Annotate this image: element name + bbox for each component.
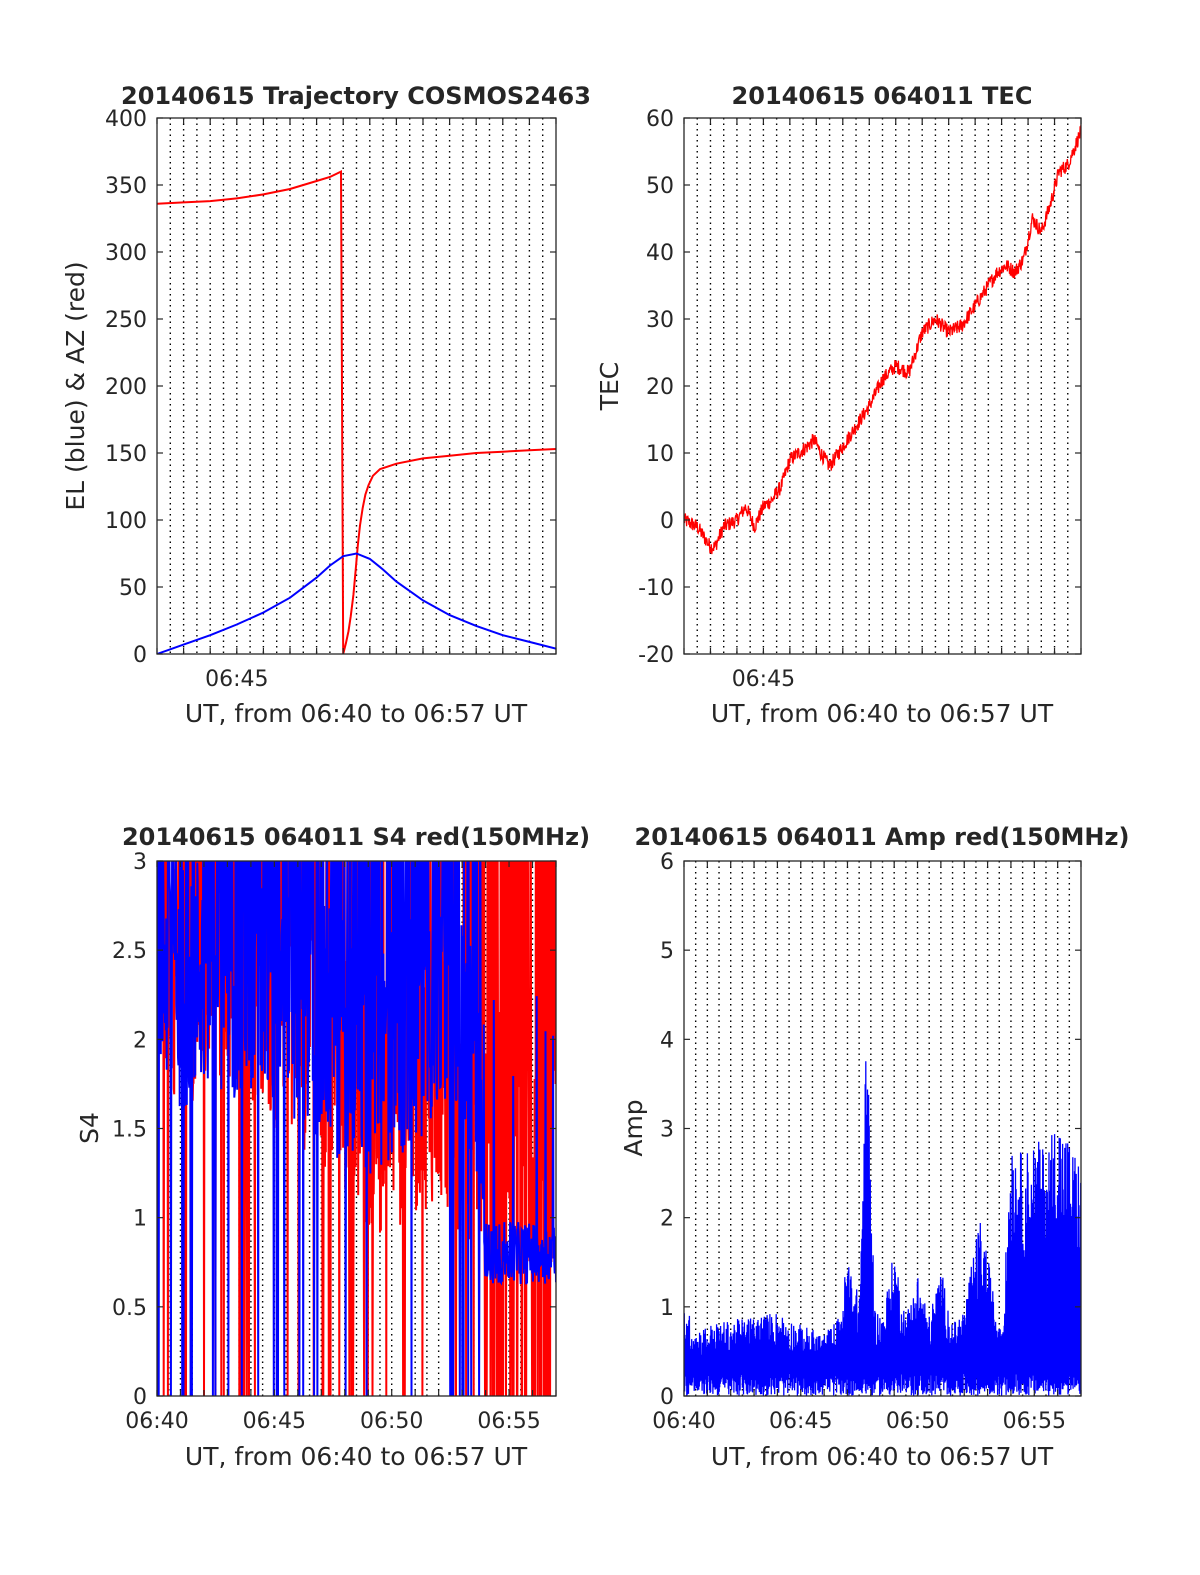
tec-grid (696, 118, 1069, 654)
s4-title: 20140615 064011 S4 red(150MHz) (122, 823, 590, 851)
s4-y-axis-label: S4 (75, 1112, 104, 1144)
x-tick-label: 06:40 (125, 1409, 188, 1434)
x-tick-label: 06:40 (652, 1409, 715, 1434)
s4-y-ticks: 0 0.5 1 1.5 2 2.5 3 (112, 850, 556, 1410)
y-tick-label: 3 (660, 1118, 674, 1143)
y-tick-label: 1 (133, 1207, 147, 1232)
series-line (157, 861, 556, 1396)
x-tick-label: 06:55 (1003, 1409, 1066, 1434)
y-tick-label: 3 (133, 850, 147, 875)
trajectory-panel: 20140615 Trajectory COSMOS2463 0 50 100 150… (61, 82, 591, 728)
y-tick-label: 4 (660, 1028, 674, 1053)
tec-y-axis-label: TEC (595, 362, 624, 412)
series-line (684, 124, 1081, 555)
y-tick-label: -10 (638, 576, 674, 601)
series-line (157, 170, 556, 654)
trajectory-x-ticks: 06:45 (156, 118, 557, 692)
x-tick-label: 06:55 (477, 1409, 540, 1434)
y-tick-label: 2 (133, 1028, 147, 1053)
y-tick-label: 1 (660, 1296, 674, 1321)
y-tick-label: 350 (105, 174, 147, 199)
amp-plot-area (684, 1061, 1081, 1396)
amp-x-ticks: 06:40 06:45 06:50 06:55 (652, 861, 1082, 1434)
series-line (157, 552, 556, 654)
tec-panel: 20140615 064011 TEC -20-100102030405060 … (595, 82, 1082, 728)
amp-y-ticks: 0 1 2 3 4 5 6 (660, 850, 1081, 1410)
y-tick-label: 0 (133, 643, 147, 668)
trajectory-title: 20140615 Trajectory COSMOS2463 (121, 82, 591, 110)
y-tick-label: 150 (105, 442, 147, 467)
y-tick-label: 0 (660, 509, 674, 534)
tec-plot-area (684, 124, 1081, 555)
y-tick-label: 2.5 (112, 939, 147, 964)
y-tick-label: 300 (105, 241, 147, 266)
y-tick-label: 0 (660, 1385, 674, 1410)
trajectory-axes-box (156, 117, 557, 655)
amp-x-axis-label: UT, from 06:40 to 06:57 UT (711, 1442, 1054, 1471)
x-tick-label: 06:45 (243, 1409, 306, 1434)
y-tick-label: 10 (646, 442, 674, 467)
tec-x-axis-label: UT, from 06:40 to 06:57 UT (711, 699, 1054, 728)
y-tick-label: 6 (660, 850, 674, 875)
y-tick-label: 100 (105, 509, 147, 534)
x-tick-label: 06:45 (769, 1409, 832, 1434)
s4-x-axis-label: UT, from 06:40 to 06:57 UT (185, 1442, 528, 1471)
y-tick-label: 0 (133, 1385, 147, 1410)
trajectory-grid (169, 118, 544, 654)
y-tick-label: 400 (105, 107, 147, 132)
amp-y-axis-label: Amp (619, 1099, 648, 1156)
trajectory-y-ticks: 0 50 100 150 200 250 300 350 400 (105, 107, 556, 668)
y-tick-label: 250 (105, 308, 147, 333)
trajectory-x-axis-label: UT, from 06:40 to 06:57 UT (185, 699, 528, 728)
x-tick-label: 06:45 (732, 667, 795, 692)
y-tick-label: 50 (119, 576, 147, 601)
s4-x-ticks: 06:40 06:45 06:50 06:55 (125, 861, 557, 1434)
tec-x-ticks: 06:45 (683, 118, 1082, 692)
y-tick-label: 200 (105, 375, 147, 400)
tec-y-ticks: -20 -10 0 10 20 30 40 50 60 (638, 107, 1081, 668)
amp-panel: 20140615 064011 Amp red(150MHz) 0123456 … (619, 823, 1129, 1471)
s4-panel: 20140615 064011 S4 red(150MHz) 0 0.5 1 1.5 2… (75, 823, 590, 1471)
amp-title: 20140615 064011 Amp red(150MHz) (635, 823, 1130, 851)
y-tick-label: 2 (660, 1207, 674, 1232)
y-tick-label: 60 (646, 107, 674, 132)
y-tick-label: 20 (646, 375, 674, 400)
y-tick-label: 40 (646, 241, 674, 266)
y-tick-label: -20 (638, 643, 674, 668)
series-line (684, 1061, 1081, 1396)
s4-plot-area (157, 861, 556, 1396)
y-tick-label: 5 (660, 939, 674, 964)
y-tick-label: 30 (646, 308, 674, 333)
x-tick-label: 06:50 (886, 1409, 949, 1434)
tec-title: 20140615 064011 TEC (732, 82, 1033, 110)
trajectory-plot-area (157, 170, 556, 654)
amp-grid (694, 861, 1071, 1396)
x-tick-label: 06:50 (360, 1409, 423, 1434)
y-tick-label: 0.5 (112, 1296, 147, 1321)
y-tick-label: 1.5 (112, 1118, 147, 1143)
y-tick-label: 50 (646, 174, 674, 199)
x-tick-label: 06:45 (205, 667, 268, 692)
trajectory-y-axis-label: EL (blue) & AZ (red) (61, 261, 90, 510)
